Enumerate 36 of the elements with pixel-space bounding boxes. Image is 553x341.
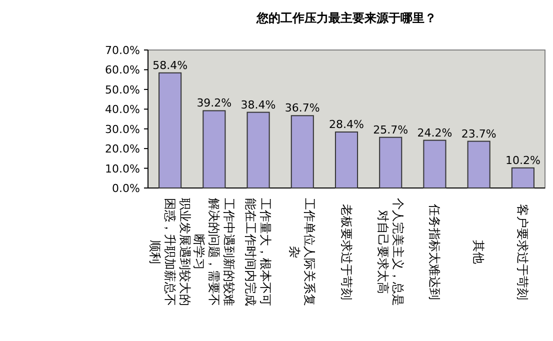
data-label: 25.7% <box>373 123 408 136</box>
x-tick-label: 工作中遇到新的较难解决的问题，需要不断学习 <box>192 198 236 306</box>
bar <box>334 132 358 188</box>
x-tick-label: 职业发展遇到较大的困惑，升职加薪总不顺利 <box>148 198 192 306</box>
bar <box>290 115 314 188</box>
y-tick-label: 0.0% <box>112 182 140 195</box>
y-tick-label: 40.0% <box>105 103 140 116</box>
x-tick-label: 老板要求过于苛刻 <box>339 204 354 300</box>
bar <box>246 112 270 188</box>
x-tick-label: 任务指标太难达到 <box>428 203 442 300</box>
bar <box>158 72 182 188</box>
data-label: 23.7% <box>461 127 496 140</box>
data-label: 58.4% <box>152 58 188 72</box>
data-label: 38.4% <box>240 98 276 112</box>
x-tick-label: 其他 <box>472 240 486 264</box>
y-tick-label: 70.0% <box>105 44 140 57</box>
bar <box>379 136 402 188</box>
bar <box>423 140 446 188</box>
y-tick-label: 50.0% <box>105 83 140 96</box>
x-tick-label: 客户要求过于苛刻 <box>516 204 530 300</box>
chart-title: 您的工作压力最主要来源于哪里？ <box>256 11 436 25</box>
y-tick-label: 30.0% <box>105 122 140 136</box>
x-tick-label: 工作单位人际关系复杂 <box>288 198 317 306</box>
x-tick-label: 个人完美主义，总是对自己要求太高 <box>376 198 405 306</box>
data-label: 28.4% <box>329 118 364 132</box>
data-label: 39.2% <box>196 96 232 110</box>
x-tick-label: 工作量大，根本不可能在工作时间内完成 <box>244 198 273 306</box>
bar <box>467 140 490 188</box>
data-label: 24.2% <box>417 126 452 140</box>
bar <box>511 167 534 188</box>
y-tick-label: 60.0% <box>105 64 140 77</box>
bar <box>202 110 226 188</box>
data-label: 10.2% <box>505 154 540 167</box>
y-tick-label: 10.0% <box>105 162 140 176</box>
y-tick-label: 20.0% <box>105 142 140 156</box>
data-label: 36.7% <box>284 102 320 115</box>
